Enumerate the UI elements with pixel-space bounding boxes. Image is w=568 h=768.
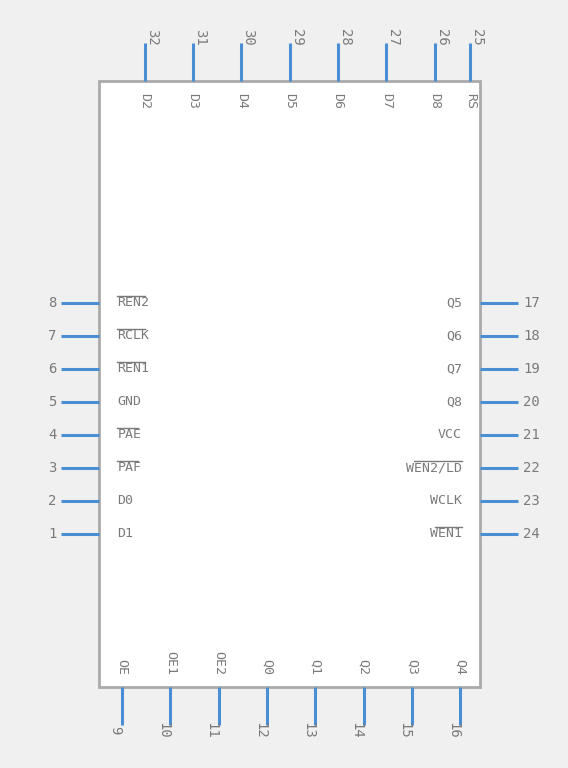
Text: Q5: Q5: [446, 296, 462, 309]
Text: Q4: Q4: [454, 660, 466, 675]
Text: 2: 2: [48, 494, 56, 508]
Text: 32: 32: [145, 29, 159, 46]
Text: Q3: Q3: [406, 660, 418, 675]
Text: 17: 17: [523, 296, 540, 310]
Text: 26: 26: [435, 29, 449, 46]
Text: PAE: PAE: [118, 429, 141, 441]
Text: Q0: Q0: [261, 660, 273, 675]
Text: REN1: REN1: [118, 362, 149, 375]
Text: D6: D6: [332, 93, 344, 108]
Text: Q2: Q2: [357, 660, 370, 675]
Text: OE2: OE2: [212, 651, 225, 675]
Text: 3: 3: [48, 461, 56, 475]
Text: 10: 10: [156, 722, 170, 739]
Text: 5: 5: [48, 395, 56, 409]
Text: OE: OE: [116, 660, 128, 675]
Text: GND: GND: [118, 396, 141, 408]
Text: 1: 1: [48, 527, 56, 541]
Text: D0: D0: [118, 495, 133, 507]
Text: VCC: VCC: [438, 429, 462, 441]
Text: OE1: OE1: [164, 651, 177, 675]
Text: REN2: REN2: [118, 296, 149, 309]
Text: 8: 8: [48, 296, 56, 310]
Text: 4: 4: [48, 428, 56, 442]
Text: 24: 24: [523, 527, 540, 541]
Text: 15: 15: [398, 722, 412, 739]
Text: PAF: PAF: [118, 462, 141, 474]
Text: Q7: Q7: [446, 362, 462, 375]
Text: D4: D4: [235, 93, 248, 108]
Text: 16: 16: [446, 722, 460, 739]
Text: 14: 14: [349, 722, 364, 739]
Text: D1: D1: [118, 528, 133, 540]
Text: 18: 18: [523, 329, 540, 343]
Text: 12: 12: [253, 722, 267, 739]
Text: 13: 13: [301, 722, 315, 739]
Text: Q8: Q8: [446, 396, 462, 408]
Text: 11: 11: [204, 722, 219, 739]
Text: 30: 30: [241, 29, 256, 46]
Text: RS: RS: [464, 93, 477, 108]
Text: 7: 7: [48, 329, 56, 343]
Text: WCLK: WCLK: [430, 495, 462, 507]
Text: D3: D3: [187, 93, 199, 108]
Bar: [99, 81, 480, 687]
Text: 9: 9: [108, 727, 122, 734]
Text: D8: D8: [428, 93, 441, 108]
Text: D7: D7: [380, 93, 392, 108]
Text: 20: 20: [523, 395, 540, 409]
Text: 6: 6: [48, 362, 56, 376]
Text: 23: 23: [523, 494, 540, 508]
Text: 29: 29: [290, 29, 304, 46]
Text: D2: D2: [139, 93, 151, 108]
Text: WEN2/LD: WEN2/LD: [406, 462, 462, 474]
Text: 22: 22: [523, 461, 540, 475]
Text: WEN1: WEN1: [430, 528, 462, 540]
Text: Q1: Q1: [309, 660, 321, 675]
Text: Q6: Q6: [446, 329, 462, 342]
Text: 21: 21: [523, 428, 540, 442]
Text: 19: 19: [523, 362, 540, 376]
Text: 28: 28: [338, 29, 352, 46]
Text: 27: 27: [386, 29, 400, 46]
Text: 31: 31: [193, 29, 207, 46]
Text: 25: 25: [470, 29, 485, 46]
Text: D5: D5: [283, 93, 296, 108]
Text: RCLK: RCLK: [118, 329, 149, 342]
